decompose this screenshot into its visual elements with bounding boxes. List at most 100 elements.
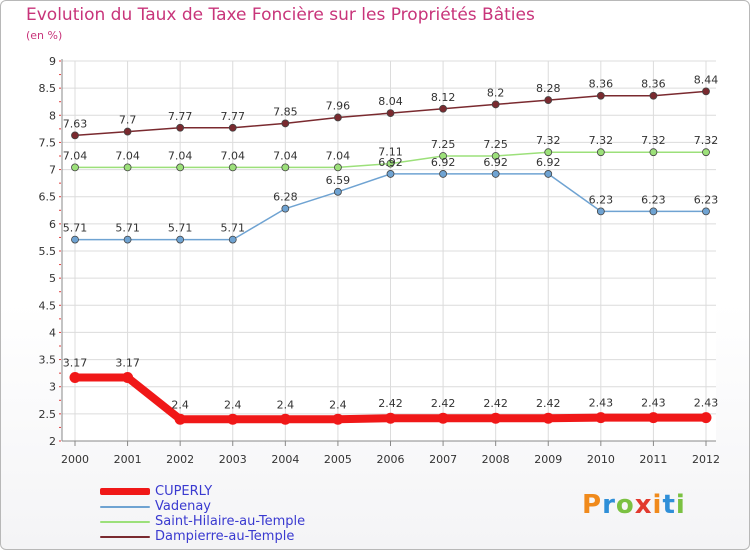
data-label: 2.42 <box>431 397 456 410</box>
data-point <box>491 100 500 109</box>
proxiti-logo: Proxiti <box>582 490 686 520</box>
data-label: 6.28 <box>273 191 298 204</box>
chart-title: Evolution du Taux de Taxe Foncière sur l… <box>26 5 535 25</box>
data-point <box>491 170 500 178</box>
data-point <box>385 412 396 424</box>
data-label: 7.04 <box>115 149 140 162</box>
data-label: 7.7 <box>119 114 137 127</box>
data-point <box>281 204 290 213</box>
data-point <box>702 207 710 216</box>
y-tick-label: 6.5 <box>39 191 57 204</box>
data-label: 2.4 <box>171 398 189 411</box>
data-label: 5.71 <box>168 222 193 235</box>
data-point <box>702 87 710 96</box>
x-tick-label: 2011 <box>639 453 667 466</box>
legend-swatch <box>100 529 150 544</box>
data-label: 2.4 <box>277 398 295 411</box>
y-tick-label: 2 <box>49 435 56 448</box>
data-label: 7.04 <box>168 149 193 162</box>
data-point <box>71 131 79 140</box>
data-label: 7.04 <box>273 149 298 162</box>
y-tick-label: 3 <box>49 381 56 394</box>
data-label: 6.92 <box>483 156 508 169</box>
x-tick-label: 2012 <box>692 453 720 466</box>
logo-letter: x <box>634 490 653 520</box>
data-label: 7.04 <box>221 149 246 162</box>
x-tick-label: 2002 <box>166 453 194 466</box>
data-label: 2.42 <box>483 397 508 410</box>
y-tick-label: 8.5 <box>39 82 57 95</box>
data-label: 2.42 <box>378 397 403 410</box>
data-point <box>123 163 132 172</box>
x-tick-label: 2000 <box>61 453 89 466</box>
data-label: 8.36 <box>589 78 614 91</box>
y-tick-label: 2.5 <box>39 408 57 421</box>
data-label: 8.36 <box>641 78 666 91</box>
data-label: 2.42 <box>536 397 561 410</box>
legend-swatch <box>100 499 150 514</box>
x-tick-label: 2001 <box>114 453 142 466</box>
logo-letter: r <box>602 490 616 520</box>
x-tick-label: 2005 <box>324 453 352 466</box>
data-point <box>176 163 185 172</box>
logo-letter: o <box>615 490 635 520</box>
data-point <box>334 187 342 196</box>
data-point <box>544 96 553 104</box>
legend-swatch <box>100 514 150 529</box>
data-label: 7.32 <box>694 134 719 147</box>
data-label: 8.44 <box>694 73 719 86</box>
data-label: 2.4 <box>329 398 347 411</box>
data-point <box>596 207 605 216</box>
legend-label: Dampierre-au-Temple <box>155 529 295 544</box>
data-point <box>649 148 658 157</box>
y-tick-label: 4.5 <box>39 299 57 312</box>
y-tick-label: 4 <box>49 326 56 339</box>
data-label: 6.23 <box>641 193 666 206</box>
data-point <box>228 235 237 244</box>
data-point <box>174 413 186 425</box>
y-tick-label: 8 <box>49 109 56 122</box>
data-label: 8.12 <box>431 91 456 104</box>
data-label: 6.92 <box>378 156 403 169</box>
data-point <box>122 371 134 383</box>
logo-letter: i <box>652 490 663 520</box>
data-label: 7.63 <box>63 117 88 130</box>
legend-swatch <box>100 484 150 499</box>
legend-label: Vadenay <box>155 499 211 514</box>
data-point <box>437 412 449 424</box>
legend-label: CUPERLY <box>155 484 213 499</box>
data-point <box>281 119 290 128</box>
data-point <box>542 412 554 424</box>
data-point <box>439 152 447 160</box>
data-label: 5.71 <box>63 222 88 235</box>
data-point <box>228 163 237 172</box>
data-point <box>227 413 239 425</box>
data-label: 6.59 <box>326 174 351 187</box>
data-point <box>123 235 132 244</box>
y-tick-label: 9 <box>49 55 56 68</box>
data-point <box>279 413 291 425</box>
data-point <box>176 235 185 244</box>
data-point <box>281 163 290 172</box>
x-tick-label: 2006 <box>377 453 405 466</box>
data-point <box>544 170 553 178</box>
data-label: 8.28 <box>536 82 561 95</box>
y-tick-label: 7.5 <box>39 136 57 149</box>
data-label: 7.32 <box>589 134 614 147</box>
x-tick-label: 2007 <box>429 453 457 466</box>
data-label: 7.04 <box>326 149 351 162</box>
data-label: 6.92 <box>536 156 561 169</box>
data-label: 7.85 <box>273 105 298 118</box>
data-label: 7.77 <box>168 110 193 123</box>
data-label: 6.23 <box>589 193 614 206</box>
data-point <box>386 159 395 168</box>
data-point <box>702 148 710 157</box>
data-point <box>228 123 237 132</box>
data-label: 7.04 <box>63 149 88 162</box>
y-tick-label: 6 <box>49 218 56 231</box>
data-label: 7.25 <box>431 138 456 151</box>
x-tick-label: 2003 <box>219 453 247 466</box>
data-label: 6.92 <box>431 156 456 169</box>
y-tick-label: 5.5 <box>39 245 57 258</box>
data-label: 8.2 <box>487 86 505 99</box>
